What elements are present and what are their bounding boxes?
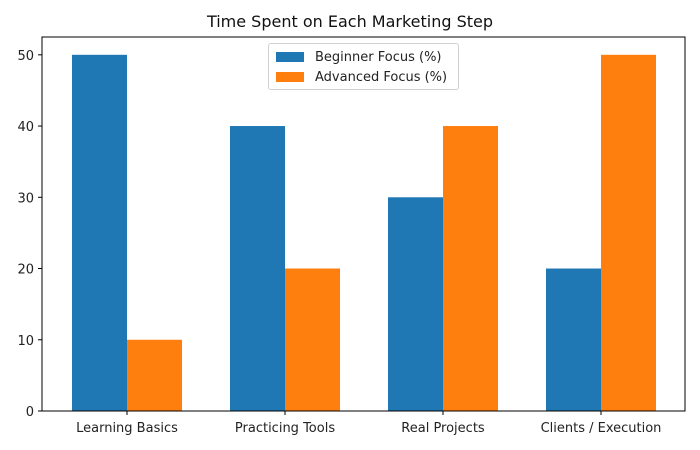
y-tick-label: 50 <box>17 49 34 64</box>
bar-beginner-1 <box>230 126 285 412</box>
x-tick-label: Clients / Execution <box>541 421 662 436</box>
legend-item-advanced: Advanced Focus (%) <box>276 69 447 85</box>
y-tick-label: 0 <box>26 405 34 420</box>
bar-advanced-0 <box>127 339 182 411</box>
y-tick-label: 10 <box>17 334 34 349</box>
plot-frame <box>41 36 686 412</box>
bar-advanced-2 <box>443 126 498 412</box>
bar-beginner-0 <box>72 54 127 412</box>
bar-advanced-1 <box>285 268 340 411</box>
bar-beginner-2 <box>388 197 443 411</box>
legend: Beginner Focus (%) Advanced Focus (%) <box>268 43 459 90</box>
bar-advanced-3 <box>601 54 656 412</box>
x-tick-label: Practicing Tools <box>235 421 335 436</box>
x-tick-label: Learning Basics <box>76 421 178 436</box>
legend-swatch-advanced <box>276 72 304 82</box>
y-tick-label: 40 <box>17 120 34 135</box>
legend-swatch-beginner <box>276 52 304 62</box>
x-tick-label: Real Projects <box>401 421 485 436</box>
chart-title: Time Spent on Each Marketing Step <box>206 12 494 31</box>
legend-label-advanced: Advanced Focus (%) <box>315 69 448 85</box>
y-tick-label: 20 <box>17 263 34 278</box>
bar-beginner-3 <box>546 268 601 411</box>
y-tick-label: 30 <box>17 191 34 206</box>
legend-label-beginner: Beginner Focus (%) <box>315 49 442 65</box>
legend-item-beginner: Beginner Focus (%) <box>276 49 442 65</box>
